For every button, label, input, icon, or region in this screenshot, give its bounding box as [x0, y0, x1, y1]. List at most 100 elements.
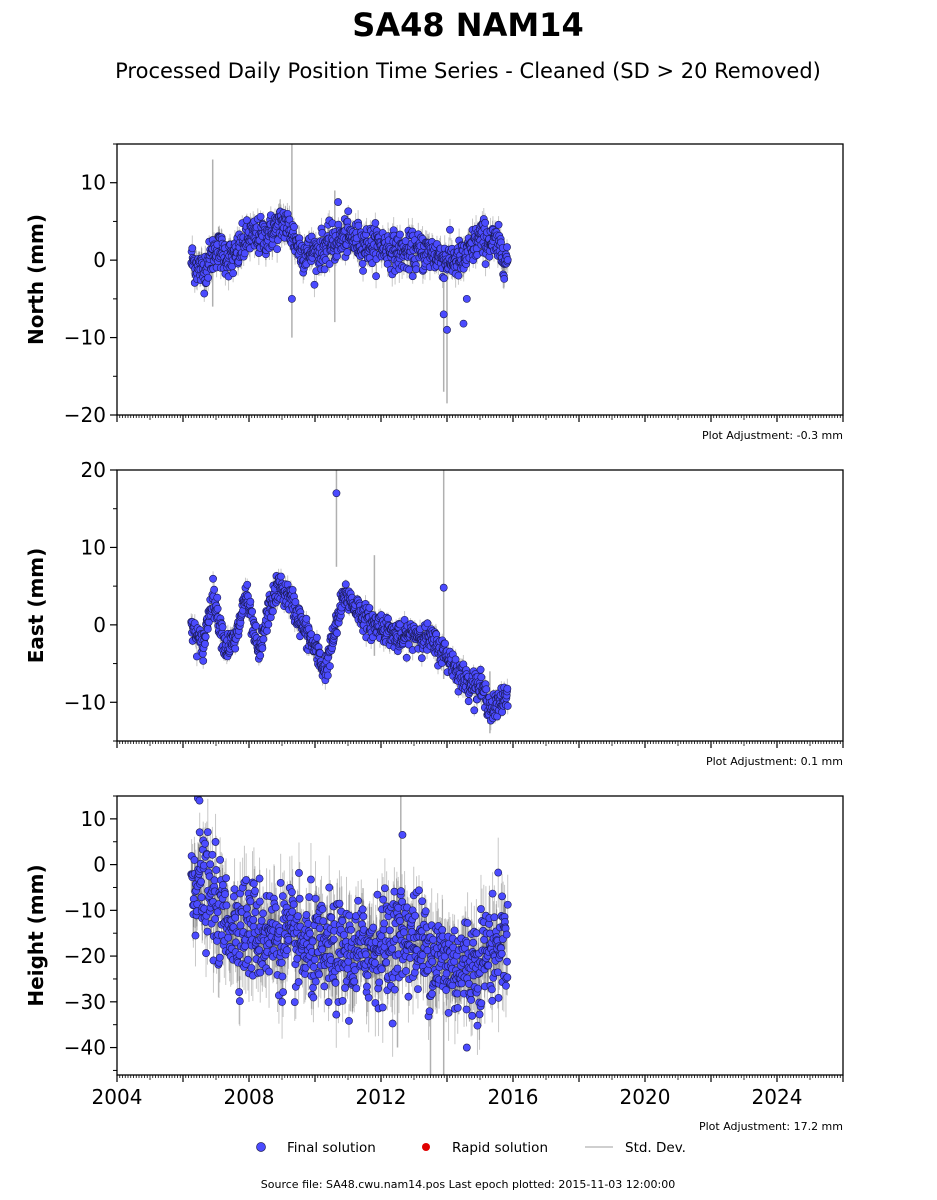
data-point: [481, 260, 490, 269]
data-point: [320, 265, 329, 274]
data-point: [359, 266, 367, 275]
data-point: [503, 243, 511, 252]
outlier-point: [334, 198, 342, 206]
data-point: [269, 607, 277, 616]
data-point: [204, 273, 213, 282]
data-point: [470, 706, 479, 715]
data-point: [341, 580, 350, 589]
data-point: [310, 280, 319, 289]
data-point: [213, 593, 222, 602]
north-plot-area: [187, 144, 512, 404]
data-point: [477, 673, 486, 682]
data-point: [343, 248, 352, 257]
data-point: [326, 662, 334, 671]
y-tick-label: 20: [81, 458, 106, 482]
data-point: [402, 653, 411, 662]
data-point: [209, 574, 217, 583]
data-point: [256, 212, 265, 221]
data-point: [333, 629, 341, 637]
data-point: [423, 619, 432, 628]
north-ylabel: North (mm): [24, 214, 48, 345]
data-point: [302, 614, 311, 623]
data-point: [396, 620, 404, 629]
data-point: [441, 639, 449, 648]
data-point: [246, 597, 255, 606]
outlier-point: [332, 489, 341, 498]
data-point: [203, 625, 212, 633]
y-tick-label: −10: [64, 326, 106, 350]
data-point: [371, 219, 380, 227]
data-point: [372, 272, 380, 281]
y-tick-label: 0: [93, 613, 106, 637]
data-point: [344, 207, 353, 216]
data-point: [500, 275, 509, 283]
data-point: [503, 684, 512, 693]
data-point: [201, 639, 209, 648]
data-point: [248, 607, 257, 616]
data-point: [199, 656, 208, 665]
y-tick-label: −20: [64, 403, 106, 427]
data-point: [229, 269, 238, 278]
outlier-point: [459, 319, 468, 328]
data-point: [323, 671, 332, 680]
data-point: [446, 225, 454, 234]
data-point: [476, 665, 485, 674]
data-point: [210, 585, 219, 594]
north-frame: [116, 143, 844, 416]
data-point: [263, 626, 271, 635]
panel-north: −20 −10 0 10 North (mm) Plot Adjustment: -0.3…: [24, 143, 844, 442]
outlier-point: [287, 294, 296, 303]
data-point: [503, 256, 512, 264]
outlier-point: [439, 310, 448, 319]
data-point: [417, 654, 426, 663]
data-point: [325, 260, 334, 268]
data-point: [231, 644, 240, 653]
panels-group: −20 −10 0 10 North (mm) Plot Adjustment: -0.3…: [24, 143, 844, 1133]
data-point: [481, 218, 490, 227]
data-point: [454, 271, 463, 280]
data-point: [464, 697, 473, 706]
data-point: [408, 272, 417, 281]
data-point: [290, 222, 298, 231]
data-point: [288, 586, 297, 594]
data-point: [259, 635, 268, 644]
data-point: [240, 249, 249, 258]
data-point: [313, 633, 321, 642]
outlier-point: [443, 325, 451, 334]
outlier-point: [439, 583, 448, 592]
data-point: [396, 230, 404, 239]
north-points: [187, 198, 512, 334]
data-point: [242, 216, 251, 225]
data-point: [243, 580, 252, 589]
data-point: [258, 644, 267, 653]
data-point: [201, 632, 210, 641]
east-plot-adjustment: Plot Adjustment: 0.1 mm: [706, 755, 843, 768]
data-point: [482, 685, 491, 694]
data-point: [291, 598, 300, 606]
outlier-point: [462, 294, 471, 303]
chart-title: SA48 NAM14: [352, 6, 583, 44]
panel-east: −10 0 10 20 East (mm) Plot Adjustment: 0.1 mm: [24, 458, 844, 768]
north-plot-adjustment: Plot Adjustment: -0.3 mm: [702, 429, 843, 442]
height-plot-area: [187, 796, 512, 1075]
data-point: [440, 274, 448, 283]
y-tick-label: 10: [81, 171, 106, 195]
data-point: [277, 572, 285, 581]
data-point: [218, 623, 227, 632]
data-point: [273, 245, 282, 254]
chart-subtitle: Processed Daily Position Time Series - C…: [115, 59, 821, 83]
data-point: [404, 640, 413, 649]
data-point: [264, 620, 273, 629]
data-point: [188, 244, 197, 253]
data-point: [365, 603, 374, 612]
data-point: [256, 651, 265, 660]
data-point: [213, 604, 222, 613]
data-point: [412, 265, 421, 274]
y-tick-label: 0: [93, 248, 106, 272]
data-point: [494, 220, 503, 229]
east-ylabel: East (mm): [24, 548, 48, 664]
data-point: [405, 265, 414, 274]
east-points: [187, 489, 512, 725]
